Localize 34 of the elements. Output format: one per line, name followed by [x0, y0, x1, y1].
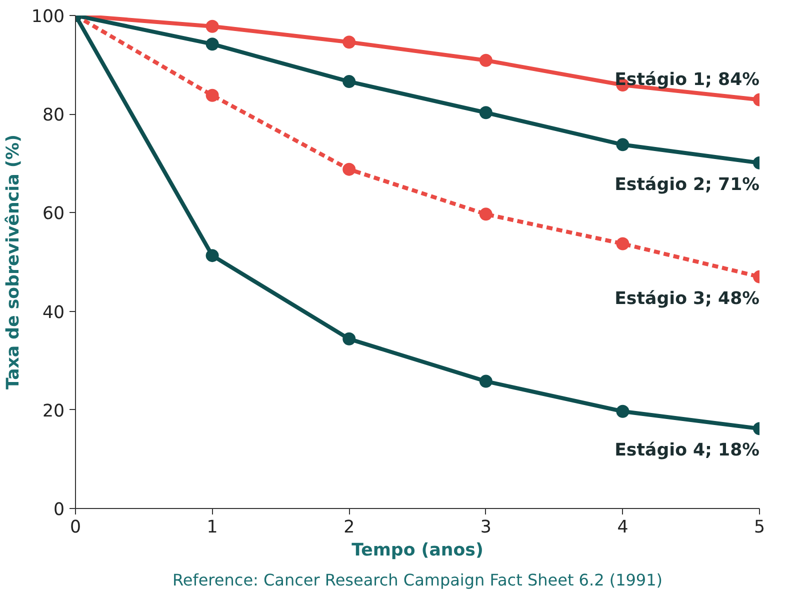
- series-label: Estágio 4; 18%: [614, 440, 760, 461]
- point: [206, 38, 219, 51]
- y-tick-label: 40: [42, 302, 65, 323]
- series-label: Estágio 2; 71%: [614, 174, 760, 195]
- x-tick-label: 1: [206, 518, 218, 538]
- point: [206, 88, 219, 102]
- x-tick-label: 0: [70, 518, 82, 538]
- y-tick-label: 20: [42, 401, 65, 422]
- x-tick-label: 4: [617, 518, 628, 538]
- point: [342, 75, 356, 88]
- point: [342, 36, 356, 49]
- y-tick-label: 100: [31, 7, 65, 27]
- x-tick-label: 5: [754, 518, 766, 538]
- y-tick-label: 60: [42, 204, 65, 224]
- point: [479, 374, 492, 388]
- point: [479, 208, 492, 221]
- y-axis-title: Taxa de sobrevivência (%): [3, 134, 24, 390]
- x-tick-label: 3: [480, 518, 492, 538]
- series-label: Estágio 1; 84%: [614, 70, 760, 90]
- point: [616, 404, 630, 418]
- point: [342, 332, 356, 346]
- point: [342, 162, 356, 176]
- series-label: Estágio 3; 48%: [614, 288, 760, 309]
- y-tick-label: 0: [53, 500, 65, 520]
- point: [206, 249, 219, 262]
- text: Reference: Cancer Research Campaign Fact Sheet 6.2 (1991): [172, 570, 663, 590]
- point: [479, 54, 492, 67]
- x-tick-label: 2: [344, 518, 355, 538]
- y-tick-label: 80: [42, 106, 65, 126]
- x-axis-title: Tempo (anos): [352, 540, 484, 560]
- point: [206, 20, 219, 33]
- point: [616, 237, 630, 250]
- point: [616, 138, 630, 152]
- point: [479, 106, 492, 120]
